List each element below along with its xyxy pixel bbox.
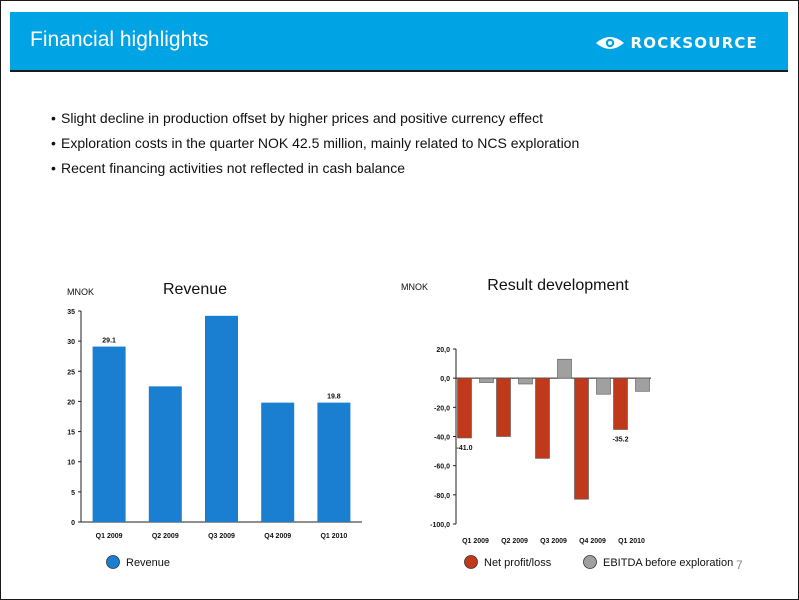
bar-revenue — [148, 386, 182, 522]
y-tick-label: 20 — [67, 399, 75, 406]
y-tick-label: 25 — [67, 369, 75, 376]
y-tick-label: 15 — [67, 430, 75, 437]
bullet-item: • Recent financing activities not reflect… — [51, 160, 405, 176]
chart-title: Revenue — [163, 281, 227, 298]
header-bar: Financial highlights ROCKSOURCE — [10, 12, 788, 70]
y-axis-label: MNOK — [67, 287, 94, 297]
logo-text: ROCKSOURCE — [630, 34, 758, 52]
header-divider — [10, 70, 788, 72]
y-tick-label: 30 — [67, 339, 75, 346]
x-tick-label: Q1 2009 — [96, 533, 123, 540]
y-tick-label: 10 — [67, 460, 75, 467]
legend-label: Revenue — [126, 557, 170, 569]
bar-revenue — [205, 315, 238, 522]
bar-revenue — [92, 346, 126, 522]
y-tick-label: 0 — [71, 520, 75, 527]
bar-revenue — [317, 402, 351, 522]
bullet-text: Exploration costs in the quarter NOK 42.… — [61, 135, 580, 151]
x-tick-label: Q3 2009 — [208, 533, 235, 540]
bullet-list: • Slight decline in production offset by … — [51, 109, 579, 184]
x-tick-label: Q2 2009 — [152, 533, 179, 540]
bullet-text: Slight decline in production offset by h… — [61, 110, 543, 126]
rocksource-logo: ROCKSOURCE — [595, 33, 758, 53]
legend-marker — [106, 555, 120, 569]
y-tick-label: 35 — [67, 309, 75, 316]
bullet-text: Recent financing activities not reflecte… — [61, 160, 405, 176]
data-label: 29.1 — [102, 338, 116, 345]
y-tick-label: 5 — [71, 490, 75, 497]
x-tick-label: Q1 2010 — [320, 533, 347, 540]
page-number: 7 — [736, 558, 743, 572]
bar-revenue — [261, 402, 295, 522]
eye-logo-icon — [595, 37, 624, 49]
x-tick-label: Q4 2009 — [264, 533, 291, 540]
bullet-item: • Exploration costs in the quarter NOK 42… — [51, 135, 580, 151]
data-label: 19.8 — [327, 394, 341, 401]
page-title: Financial highlights — [30, 28, 209, 51]
bullet-item: • Slight decline in production offset by … — [51, 110, 543, 126]
